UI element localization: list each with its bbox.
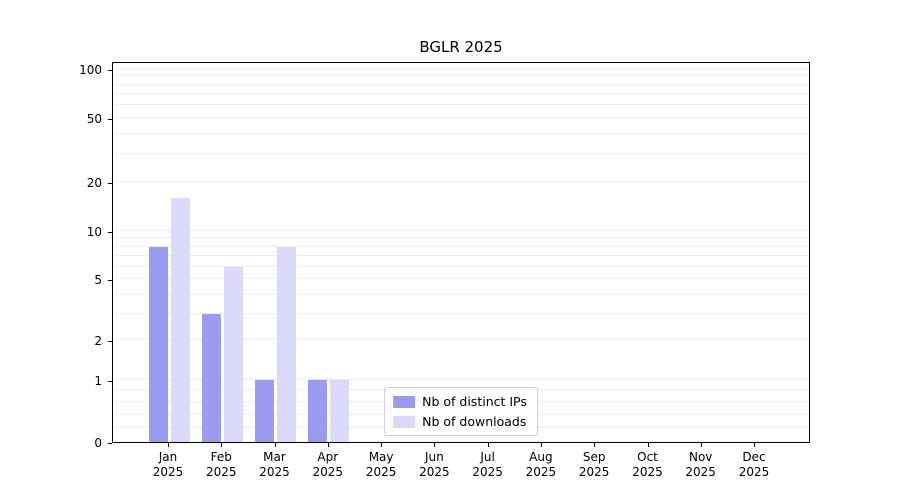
bar-distinct-ips: [255, 380, 274, 442]
x-tick-label: Jan 2025: [152, 450, 184, 479]
x-tick-label: Dec 2025: [738, 450, 770, 479]
y-tick-mark: [108, 70, 112, 71]
y-tick-mark: [108, 341, 112, 343]
grid-line: [113, 229, 809, 231]
x-tick-mark: [754, 443, 755, 447]
y-tick-label: 10: [86, 224, 102, 239]
legend-row: Nb of downloads: [393, 414, 527, 429]
y-tick-label: 50: [86, 111, 102, 126]
legend-swatch: [393, 415, 416, 428]
x-tick-mark: [647, 443, 649, 447]
x-tick-mark: [168, 443, 169, 447]
legend-row: Nb of distinct IPs: [393, 394, 527, 409]
grid-line: [113, 132, 809, 134]
x-tick-label: Apr 2025: [312, 450, 344, 479]
y-tick-label: 100: [79, 63, 102, 77]
plot-area: Nb of distinct IPs Nb of downloads: [112, 62, 810, 443]
bar-distinct-ips: [308, 380, 328, 442]
x-tick-mark: [327, 443, 329, 447]
y-tick-mark: [108, 443, 112, 444]
y-tick-label: 2: [94, 334, 102, 349]
grid-line: [113, 265, 809, 267]
grid-line: [113, 152, 809, 154]
bar-downloads: [223, 266, 243, 442]
grid-line: [113, 93, 809, 95]
y-tick-label: 5: [94, 273, 102, 288]
bar-downloads: [277, 246, 296, 442]
x-tick-mark: [487, 443, 489, 447]
grid-line: [113, 293, 809, 295]
x-tick-label: Feb 2025: [206, 450, 237, 479]
x-tick-label: Nov 2025: [685, 450, 716, 479]
y-tick-mark: [108, 280, 112, 282]
y-tick-mark: [108, 118, 112, 120]
y-tick-label: 20: [86, 176, 102, 191]
y-tick-mark: [108, 231, 112, 233]
bar-downloads: [170, 197, 190, 442]
x-tick-label: Jul 2025: [472, 450, 503, 479]
x-tick-mark: [594, 443, 596, 447]
grid-line: [113, 237, 809, 239]
legend: Nb of distinct IPs Nb of downloads: [384, 387, 538, 436]
bar-downloads: [330, 380, 350, 442]
grid-line: [113, 278, 809, 280]
grid-line: [113, 68, 809, 69]
legend-swatch: [393, 395, 416, 408]
grid-line: [113, 339, 809, 341]
x-tick-mark: [221, 443, 223, 447]
x-tick-label: Mar 2025: [259, 450, 290, 479]
grid-line: [113, 181, 809, 183]
x-tick-label: Aug 2025: [525, 450, 557, 479]
chart-title: BGLR 2025: [419, 38, 503, 56]
grid-line: [113, 379, 809, 380]
x-tick-mark: [540, 443, 542, 447]
x-tick-label: Sep 2025: [578, 450, 610, 479]
grid-line: [113, 104, 809, 105]
y-tick-label: 0: [94, 436, 102, 450]
x-tick-mark: [274, 443, 276, 447]
legend-label: Nb of downloads: [422, 414, 527, 429]
bar-distinct-ips: [148, 246, 168, 442]
legend-label: Nb of distinct IPs: [422, 394, 527, 409]
grid-line: [113, 116, 809, 118]
y-tick-mark: [108, 183, 112, 185]
bar-distinct-ips: [201, 314, 221, 442]
y-tick-label: 1: [94, 374, 102, 388]
y-tick-mark: [108, 381, 112, 382]
grid-line: [113, 75, 809, 77]
x-tick-label: May 2025: [365, 450, 397, 479]
x-tick-mark: [700, 443, 702, 447]
grid-line: [113, 83, 809, 85]
x-tick-label: Jun 2025: [419, 450, 450, 479]
x-tick-mark: [434, 443, 436, 447]
grid-line: [113, 245, 809, 247]
grid-line: [113, 254, 809, 256]
x-tick-mark: [381, 443, 383, 447]
x-tick-label: Oct 2025: [632, 450, 663, 479]
grid-line: [113, 313, 809, 314]
